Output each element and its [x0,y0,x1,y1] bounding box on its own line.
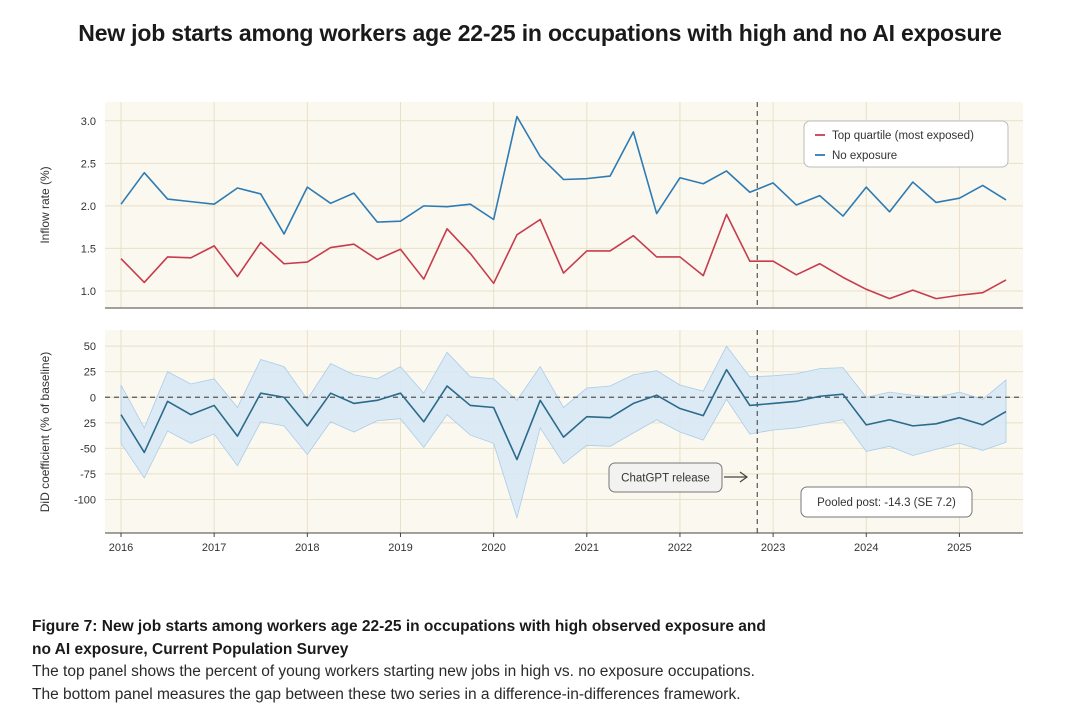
x-tick-label: 2021 [575,542,599,554]
caption-title-line-2: no AI exposure, Current Population Surve… [32,640,349,658]
top-y-tick-label: 2.5 [81,158,96,170]
top-panel: 1.0 1.5 2.0 2.5 3.0 Inflow rate (%) Top quar… [38,102,1023,309]
x-tick-label: 2023 [761,542,785,554]
chatgpt-release-box [608,462,723,493]
did-coefficient-line [120,368,1007,461]
series-line-top-quartile [120,213,1007,300]
chatgpt-release-label: ChatGPT release [621,473,710,485]
chatgpt-release-annotation: ChatGPT release [608,462,749,493]
arrow-right-icon [739,471,749,483]
bottom-y-axis-ticks: -100 -75 -50 25 0 25 50 [74,341,96,506]
x-tick-label: 2018 [295,542,319,554]
x-tick-label: 2022 [668,542,692,554]
legend-label-no-exposure: No exposure [832,150,897,162]
bottom-y-axis-label: DiD coefficient (% of baseline) [38,352,52,513]
pooled-post-label: Pooled post: -14.3 (SE 7.2) [817,497,956,509]
x-axis-ticks: 2016 2017 2018 2019 2020 2021 2022 2023 2024 2025 [109,533,972,554]
bottom-y-tick-label: 50 [84,341,96,353]
x-tick-label: 2025 [947,542,971,554]
caption-title-line-1: Figure 7: New job starts among workers a… [32,618,766,635]
caption-body-line-2: The bottom panel measures the gap betwee… [32,685,741,703]
x-tick-label: 2024 [854,542,878,554]
top-y-tick-label: 1.0 [81,286,96,298]
legend-box [803,120,1009,168]
did-confidence-band [120,345,1007,520]
top-y-tick-label: 1.5 [81,243,96,255]
chart-title: New job starts among workers age 22-25 i… [78,20,1002,46]
legend: Top quartile (most exposed) No exposure [803,120,1009,168]
chart: 1.0 1.5 2.0 2.5 3.0 Inflow rate (%) Top quar… [38,102,1023,554]
x-tick-label: 2016 [109,542,133,554]
pooled-post-annotation: Pooled post: -14.3 (SE 7.2) [800,486,973,518]
top-y-tick-label: 3.0 [81,116,96,128]
caption-body-line-1: The top panel shows the percent of young… [32,663,755,680]
bottom-y-tick-label: 25 [84,418,96,430]
pooled-post-box [800,486,973,518]
figure-caption: Figure 7: New job starts among workers a… [32,616,1042,706]
top-y-axis-ticks: 1.0 1.5 2.0 2.5 3.0 [81,116,96,298]
bottom-y-tick-label: -100 [74,494,96,506]
bottom-y-tick-label: 25 [84,367,96,379]
legend-label-top-quartile: Top quartile (most exposed) [832,130,974,142]
x-tick-label: 2020 [481,542,505,554]
bottom-y-tick-label: -50 [80,443,96,455]
top-y-tick-label: 2.0 [81,201,96,213]
top-y-axis-label: Inflow rate (%) [38,166,52,243]
bottom-y-tick-label: 0 [90,392,96,404]
x-tick-label: 2019 [388,542,412,554]
x-tick-label: 2017 [202,542,226,554]
bottom-y-tick-label: -75 [80,469,96,481]
series-line-no-exposure [120,115,1007,235]
